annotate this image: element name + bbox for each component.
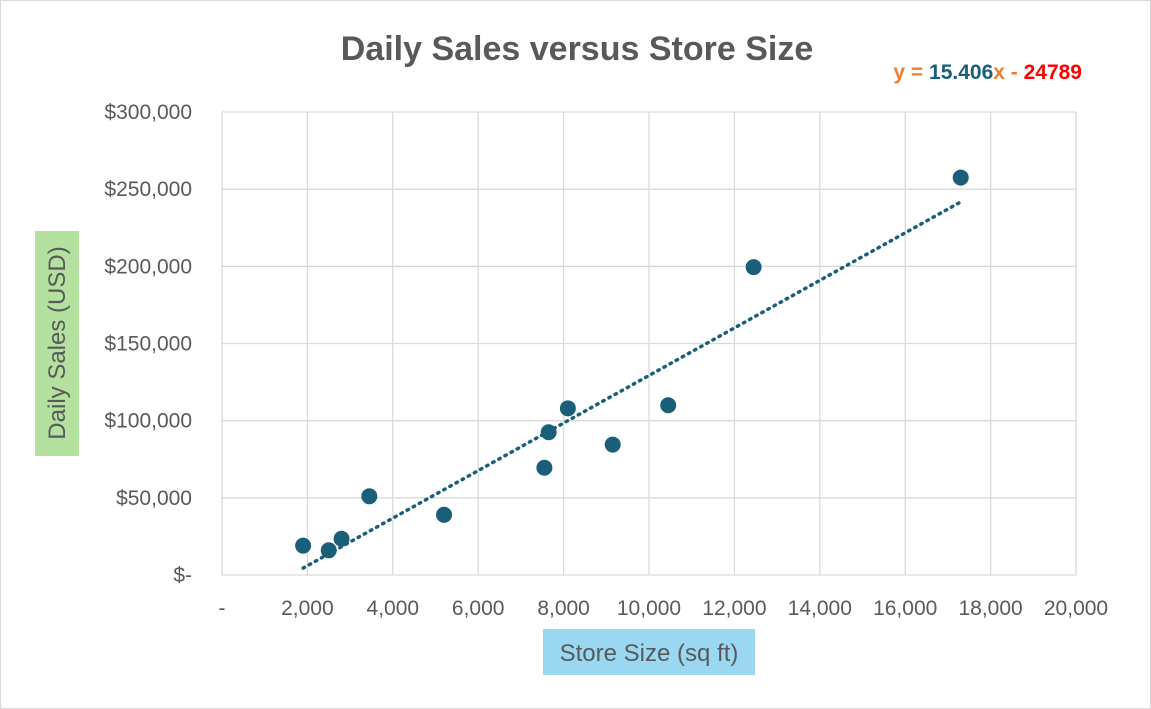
data-point [540, 424, 557, 441]
data-point [320, 542, 337, 559]
y-axis-label: Daily Sales (USD) [44, 246, 71, 439]
data-point [604, 436, 621, 453]
data-point [333, 530, 350, 547]
y-tick-label: $- [173, 564, 192, 587]
x-tick-label: 10,000 [617, 597, 681, 620]
data-points [295, 169, 969, 559]
data-point [295, 537, 312, 554]
data-point [952, 169, 969, 186]
y-tick-label: $300,000 [104, 101, 192, 124]
equation-x-part: x - [993, 61, 1023, 84]
x-axis-label-background [543, 629, 755, 675]
y-axis-ticks: $- $50,000 $100,000 $150,000 $200,000 $250,00… [104, 101, 192, 587]
data-point [660, 397, 677, 414]
x-tick-label: 2,000 [281, 597, 334, 620]
x-tick-label: 16,000 [873, 597, 937, 620]
trendline-group [301, 200, 963, 570]
chart-title: Daily Sales versus Store Size [341, 30, 813, 68]
trendline-equation: y = 15.406x - 24789 [893, 61, 1082, 84]
y-tick-label: $200,000 [104, 255, 192, 278]
data-point [536, 459, 553, 476]
data-point [559, 400, 576, 417]
x-tick-label: 8,000 [537, 597, 590, 620]
x-tick-label: 18,000 [958, 597, 1022, 620]
x-tick-label: 20,000 [1044, 597, 1108, 620]
x-tick-label: 4,000 [367, 597, 420, 620]
x-tick-label: 12,000 [702, 597, 766, 620]
equation-y-part: y = [893, 61, 929, 84]
y-tick-label: $150,000 [104, 333, 192, 356]
x-axis-label: Store Size (sq ft) [560, 640, 739, 667]
equation-intercept: 24789 [1024, 61, 1082, 84]
data-point [745, 259, 762, 276]
x-tick-label: 6,000 [452, 597, 505, 620]
equation-slope: 15.406 [929, 61, 993, 84]
y-tick-label: $100,000 [104, 410, 192, 433]
y-tick-label: $250,000 [104, 178, 192, 201]
x-tick-label: 14,000 [788, 597, 852, 620]
data-point [436, 506, 453, 523]
y-tick-label: $50,000 [116, 487, 192, 510]
x-axis-ticks: - 2,000 4,000 6,000 8,000 10,000 12,000 14,000 1… [219, 597, 1109, 620]
gridlines [221, 111, 1077, 576]
x-tick-label: - [219, 597, 226, 620]
y-axis-label-background [35, 231, 79, 456]
data-point [361, 488, 378, 505]
trendline [301, 200, 963, 570]
